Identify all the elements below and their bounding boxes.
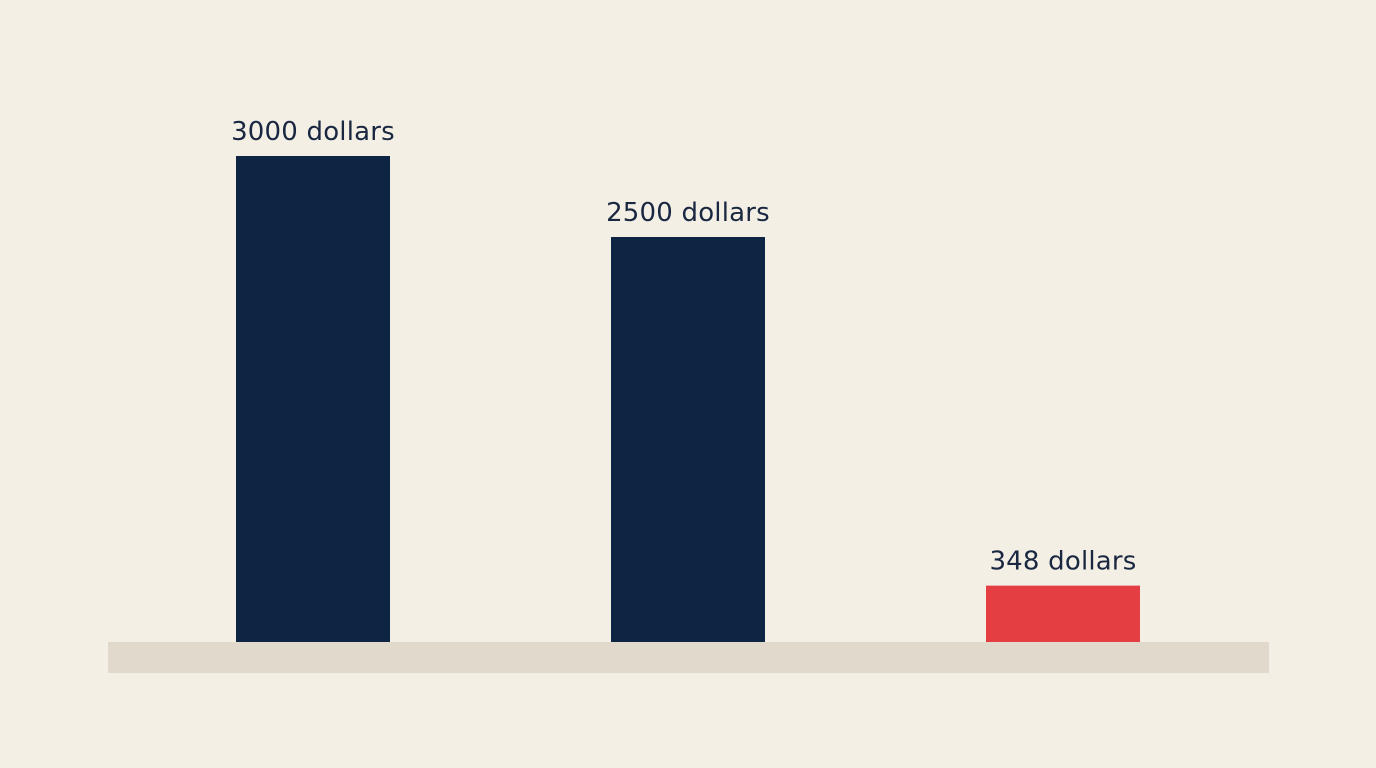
bar-2 <box>611 237 765 642</box>
bar-1 <box>236 156 390 642</box>
bar-3-value-label: 348 dollars <box>989 547 1136 577</box>
bar-2-value-label: 2500 dollars <box>606 198 770 228</box>
chart-baseline <box>108 642 1269 673</box>
bars-layer <box>236 156 1140 642</box>
bar-1-value-label: 3000 dollars <box>231 117 395 147</box>
bar-3 <box>986 585 1140 642</box>
data-labels-layer: 3000 dollars 2500 dollars 348 dollars <box>231 117 1136 577</box>
